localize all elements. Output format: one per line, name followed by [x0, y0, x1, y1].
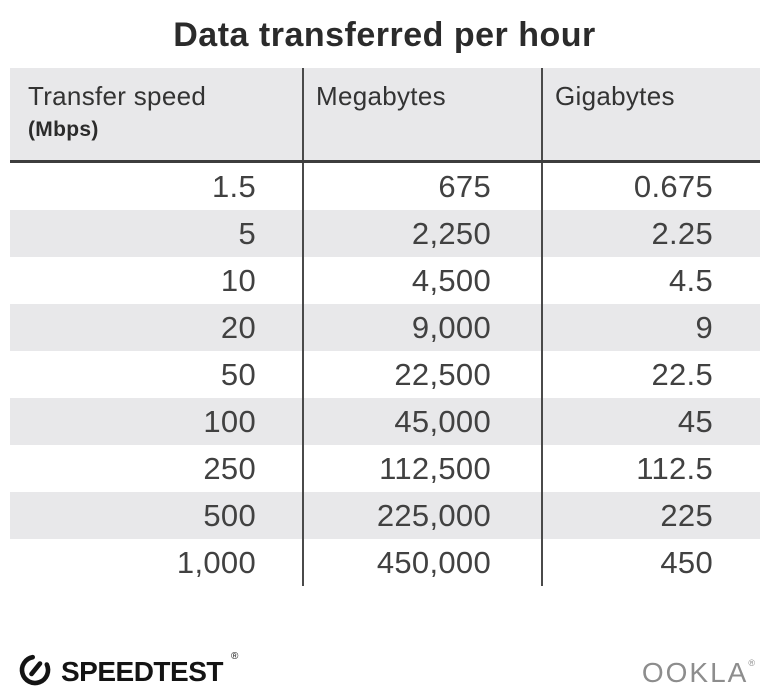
cell-megabytes: 450,000 [302, 539, 541, 586]
cell-megabytes: 112,500 [302, 445, 541, 492]
cell-megabytes: 9,000 [302, 304, 541, 351]
ookla-wordmark: OOKLA [641, 657, 749, 688]
ookla-registered-mark: ® [748, 658, 755, 668]
table-row: 10 4,500 4.5 [10, 257, 760, 304]
cell-speed: 1.5 [212, 168, 256, 204]
col-header-megabytes-label: Megabytes [316, 81, 446, 111]
table-row: 50 22,500 22.5 [10, 351, 760, 398]
col-header-transfer-speed-label: Transfer speed [28, 81, 207, 111]
cell-gigabytes: 225 [541, 492, 760, 539]
table-row: 100 45,000 45 [10, 398, 760, 445]
cell-speed: 20 [220, 309, 256, 345]
table-body: 1.5 675 0.675 5 2,250 2.25 10 4,500 4.5 … [10, 163, 760, 586]
cell-megabytes: 45,000 [302, 398, 541, 445]
cell-speed: 500 [203, 497, 256, 533]
cell-megabytes: 675 [302, 163, 541, 210]
col-header-megabytes: Megabytes [302, 68, 541, 160]
cell-gigabytes: 112.5 [541, 445, 760, 492]
col-header-transfer-speed: Transfer speed (Mbps) [10, 68, 302, 160]
table-row: 1,000 450,000 450 [10, 539, 760, 586]
cell-gigabytes: 2.25 [541, 210, 760, 257]
data-table: Transfer speed (Mbps) Megabytes Gigabyte… [10, 68, 760, 586]
cell-megabytes: 4,500 [302, 257, 541, 304]
table-row: 5 2,250 2.25 [10, 210, 760, 257]
col-header-mbps-unit: (Mbps) [28, 118, 99, 141]
table-row: 250 112,500 112.5 [10, 445, 760, 492]
cell-speed: 250 [203, 450, 256, 486]
cell-speed: 5 [238, 215, 256, 251]
cell-megabytes: 2,250 [302, 210, 541, 257]
cell-speed: 10 [220, 262, 256, 298]
cell-gigabytes: 45 [541, 398, 760, 445]
speedtest-registered-mark: ® [230, 651, 239, 662]
speedtest-logo: SPEEDTEST ® [16, 649, 238, 694]
cell-speed: 50 [220, 356, 256, 392]
table-row: 500 225,000 225 [10, 492, 760, 539]
cell-speed: 100 [203, 403, 256, 439]
cell-megabytes: 22,500 [302, 351, 541, 398]
cell-gigabytes: 9 [541, 304, 760, 351]
cell-megabytes: 225,000 [302, 492, 541, 539]
table-row: 1.5 675 0.675 [10, 163, 760, 210]
cell-gigabytes: 0.675 [541, 163, 760, 210]
col-header-gigabytes-label: Gigabytes [555, 81, 675, 111]
speedtest-gauge-icon [16, 649, 54, 694]
col-header-gigabytes: Gigabytes [541, 68, 760, 160]
table-row: 20 9,000 9 [10, 304, 760, 351]
page-title: Data transferred per hour [173, 16, 596, 54]
cell-gigabytes: 450 [541, 539, 760, 586]
speedtest-wordmark: SPEEDTEST [61, 655, 223, 687]
cell-gigabytes: 4.5 [541, 257, 760, 304]
table-header-row: Transfer speed (Mbps) Megabytes Gigabyte… [10, 68, 760, 163]
cell-gigabytes: 22.5 [541, 351, 760, 398]
ookla-logo: OOKLA ® [642, 657, 755, 689]
cell-speed: 1,000 [176, 544, 256, 580]
